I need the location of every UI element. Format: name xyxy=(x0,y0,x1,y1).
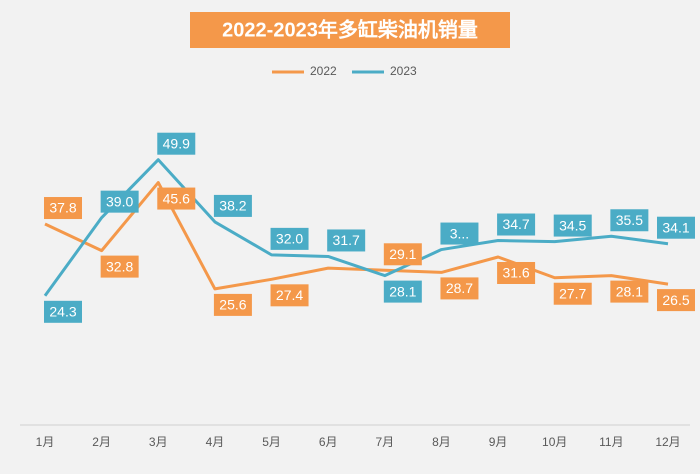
data-label-box xyxy=(657,289,695,312)
x-tick-label: 1月 xyxy=(36,435,55,449)
data-label: 38.2 xyxy=(219,198,246,214)
x-tick-label: 11月 xyxy=(599,435,623,449)
data-label: 35.5 xyxy=(616,212,643,228)
x-tick-label: 8月 xyxy=(432,435,451,449)
series-line xyxy=(44,181,669,291)
data-label: 28.7 xyxy=(446,280,473,296)
title-box xyxy=(190,12,510,48)
data-label: 31.7 xyxy=(333,232,360,248)
x-tick-label: 6月 xyxy=(319,435,338,449)
data-label: 24.3 xyxy=(49,304,76,320)
data-label: 25.6 xyxy=(219,297,246,313)
data-label: 32.0 xyxy=(276,231,303,247)
data-label: 32.8 xyxy=(106,258,133,274)
chart-title: 2022-2023年多缸柴油机销量 xyxy=(222,17,478,41)
data-label: 27.7 xyxy=(559,285,586,301)
x-tick-label: 4月 xyxy=(206,435,225,449)
data-label-box xyxy=(270,227,309,250)
x-tick-label: 2月 xyxy=(92,435,111,449)
data-label-box xyxy=(440,277,479,300)
data-label-box xyxy=(270,284,309,307)
data-label-box xyxy=(157,187,196,210)
data-label: 26.5 xyxy=(662,292,689,308)
x-tick-label: 3月 xyxy=(149,435,168,449)
data-label-box xyxy=(213,194,252,217)
data-label: 34.7 xyxy=(502,216,529,232)
data-label-box xyxy=(383,280,422,303)
data-label-box xyxy=(657,216,695,239)
data-label-box xyxy=(100,190,139,213)
x-tick-label: 9月 xyxy=(489,435,508,449)
data-label: 3... xyxy=(450,225,469,241)
data-label-box xyxy=(44,197,82,220)
data-label: 31.6 xyxy=(502,265,529,281)
data-label-box xyxy=(44,300,82,323)
x-tick-label: 10月 xyxy=(542,435,567,449)
data-label-box xyxy=(497,213,536,236)
data-label: 28.1 xyxy=(389,283,416,299)
data-label-box xyxy=(213,293,252,316)
data-label-box xyxy=(610,280,649,303)
series-line xyxy=(43,158,669,297)
data-label-box xyxy=(383,243,422,266)
legend-label: 2023 xyxy=(390,64,417,78)
legend-label: 2022 xyxy=(310,64,337,78)
data-label-box xyxy=(553,214,592,237)
data-label-box xyxy=(157,132,196,155)
data-label-box xyxy=(100,255,139,278)
data-label: 34.5 xyxy=(559,217,586,233)
data-label-box xyxy=(497,261,536,284)
data-label: 28.1 xyxy=(616,283,643,299)
data-label-box xyxy=(610,209,649,232)
data-label: 39.0 xyxy=(106,193,133,209)
data-label: 29.1 xyxy=(389,246,416,262)
x-tick-label: 12月 xyxy=(655,435,680,449)
data-label-box xyxy=(440,222,479,245)
data-label: 49.9 xyxy=(163,135,190,151)
data-label-box xyxy=(327,229,366,252)
x-tick-label: 7月 xyxy=(375,435,394,449)
data-label: 37.8 xyxy=(49,200,76,216)
data-label-box xyxy=(553,282,592,305)
x-tick-label: 5月 xyxy=(262,435,281,449)
data-label: 27.4 xyxy=(276,287,303,303)
data-label: 45.6 xyxy=(163,190,190,206)
data-label: 34.1 xyxy=(662,219,689,235)
